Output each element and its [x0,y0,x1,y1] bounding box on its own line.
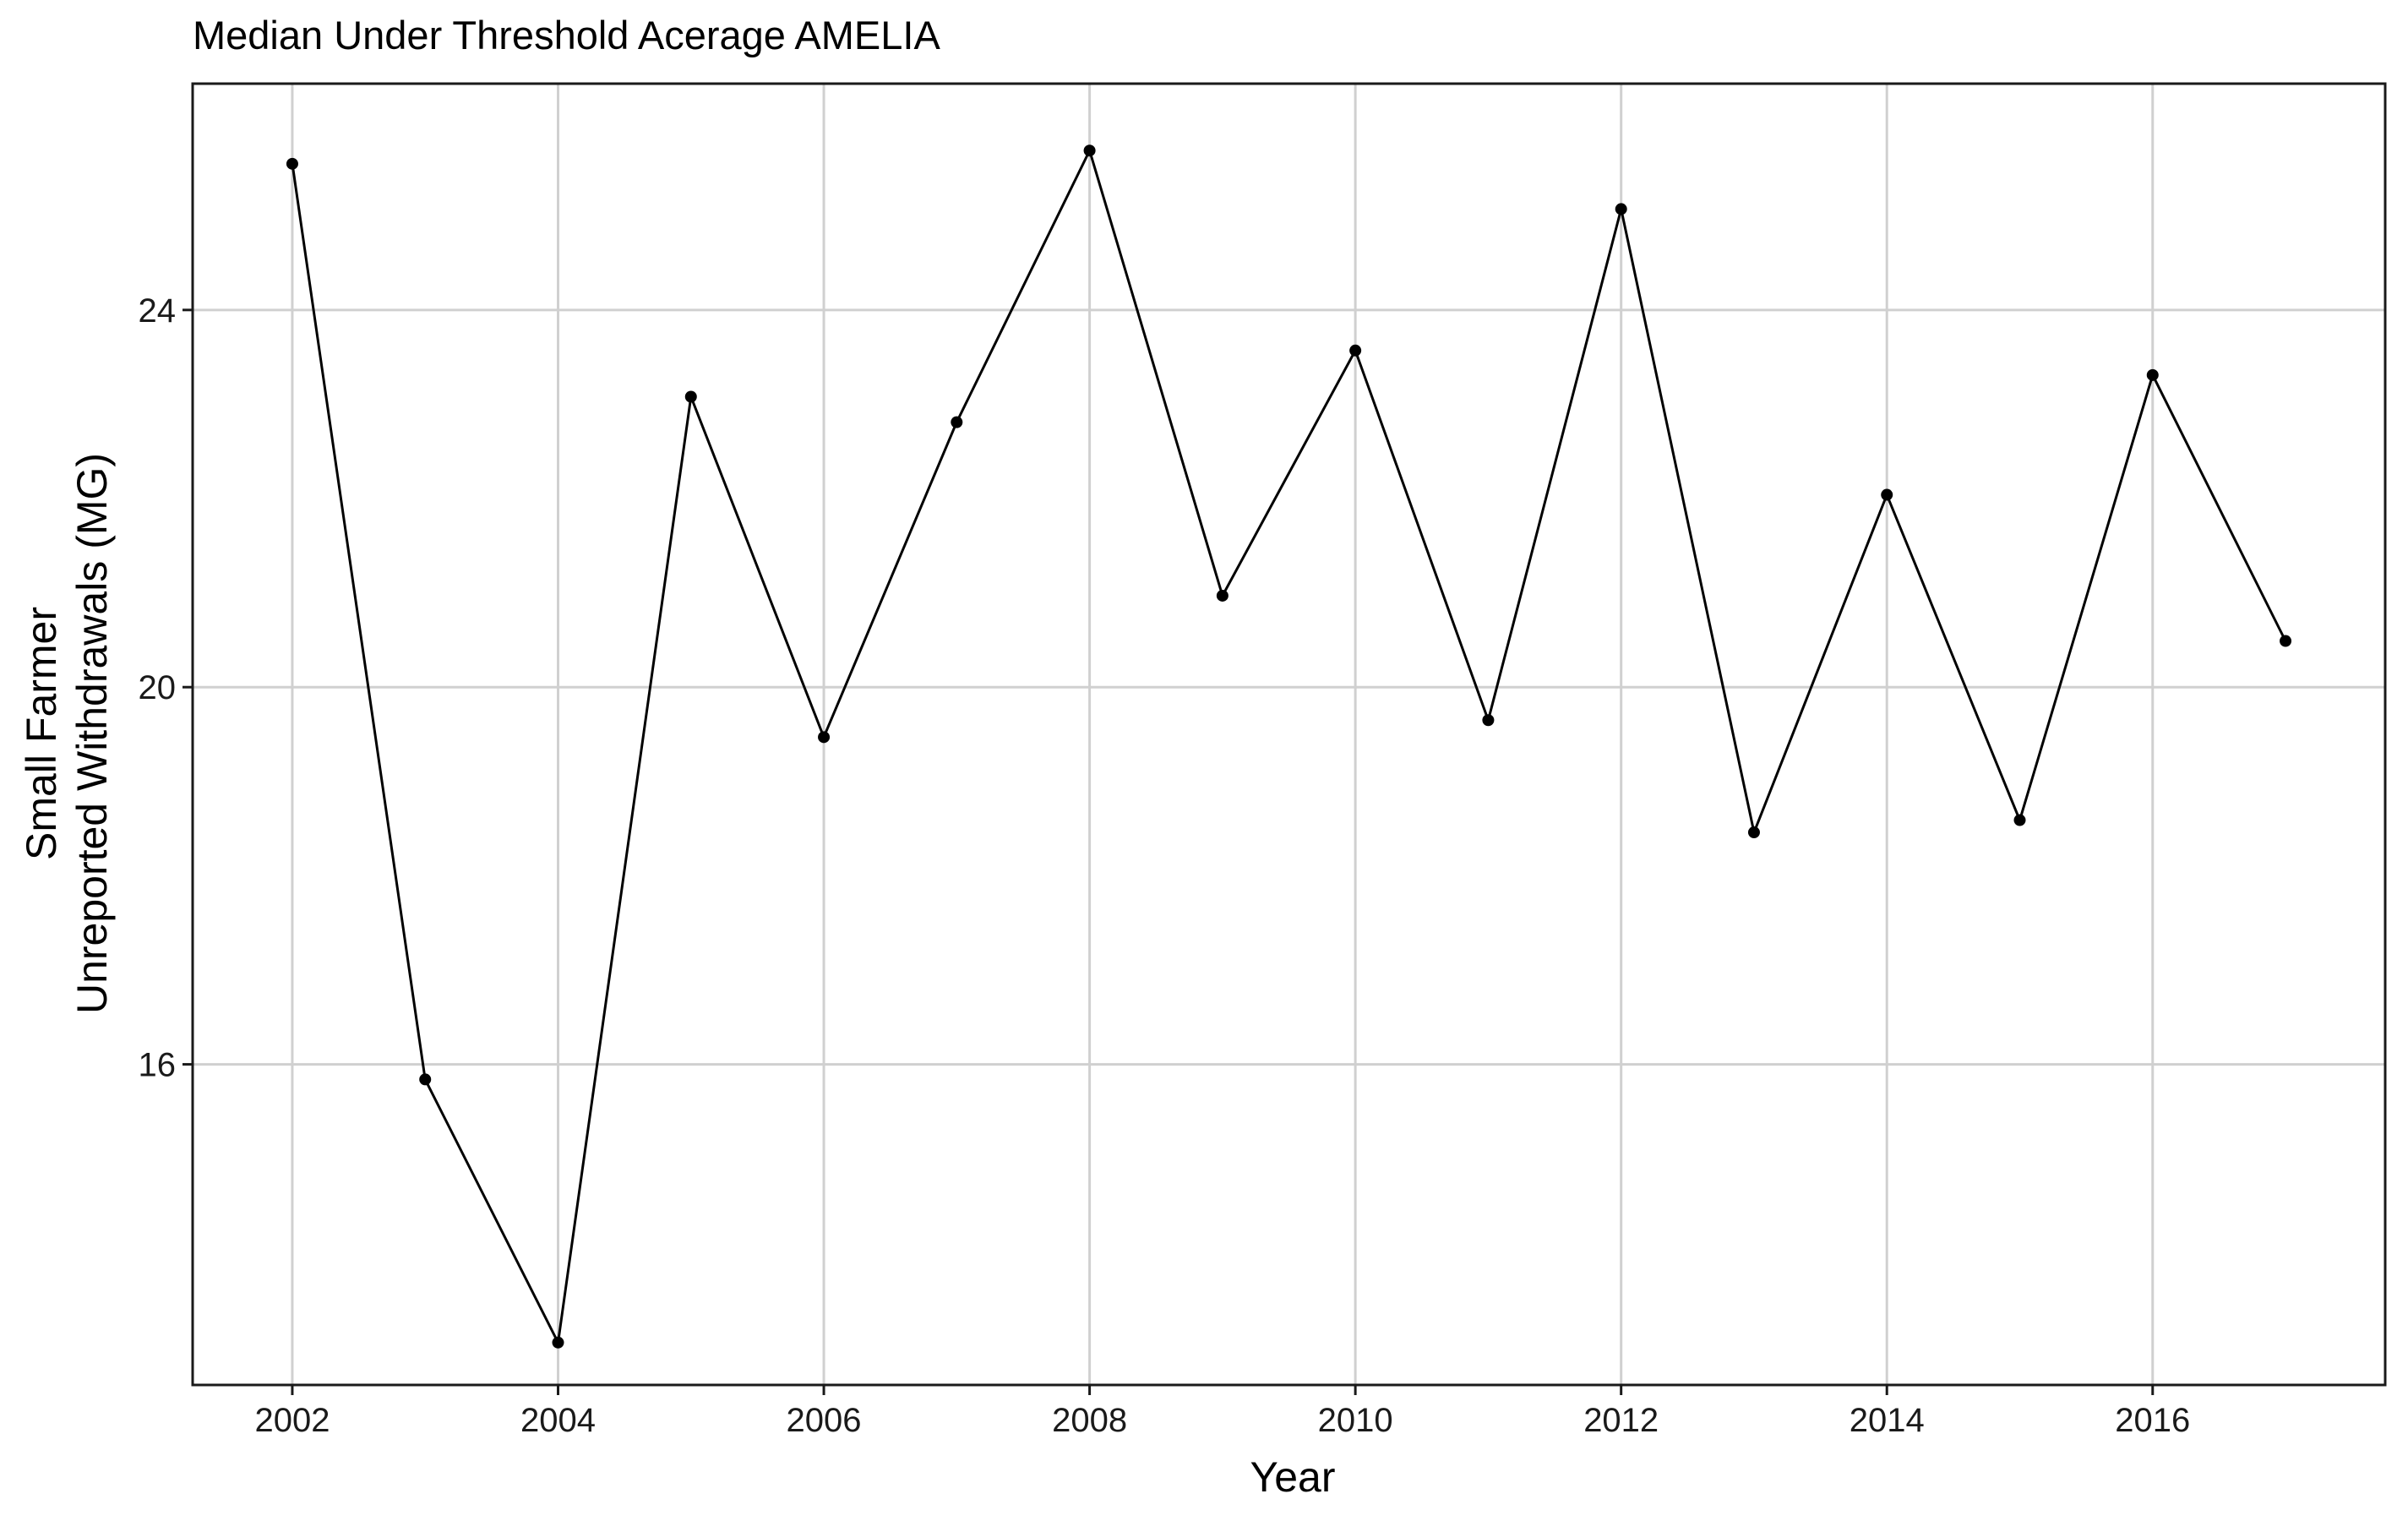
data-point [1482,714,1495,727]
y-axis-ticks: 16 20 24 [139,292,193,1084]
data-point [1747,826,1760,839]
y-tick-label: 16 [139,1047,177,1084]
y-gridlines [193,308,2385,1066]
data-point [2013,814,2026,826]
x-tick-label: 2006 [787,1402,862,1439]
data-point [951,416,963,428]
x-tick-label: 2012 [1583,1402,1659,1439]
series-line [291,147,2287,1347]
data-point [818,731,831,744]
x-tick-label: 2014 [1850,1402,1925,1439]
data-point [286,157,298,170]
data-series [286,144,2292,1349]
data-point [1083,144,1096,157]
data-point [552,1336,564,1349]
data-point [684,390,697,403]
y-axis-title-line-2: Unreported Withdrawals (MG) [68,453,116,1014]
y-tick-label: 20 [139,669,177,706]
data-point [419,1073,432,1086]
data-point [2280,635,2292,647]
data-point [1881,488,1893,501]
x-tick-label: 2004 [520,1402,596,1439]
plot-panel [191,82,2387,1387]
x-tick-label: 2002 [254,1402,330,1439]
data-point [1216,589,1229,602]
x-gridlines [291,84,2155,1385]
data-point [1349,344,1362,357]
x-tick-label: 2016 [2115,1402,2190,1439]
chart-title: Median Under Threshold Acerage AMELIA [193,13,940,57]
data-points [286,144,2292,1349]
data-point [2146,368,2159,381]
x-axis-ticks: 2002 2004 2006 2008 2010 2012 2014 2016 [254,1385,2190,1439]
y-tick-label: 24 [139,292,177,330]
x-tick-label: 2010 [1318,1402,1393,1439]
x-axis-title: Year [1250,1453,1335,1501]
x-tick-label: 2008 [1052,1402,1127,1439]
y-axis-title: Small Farmer Unreported Withdrawals (MG) [18,453,116,1014]
data-point [1615,203,1627,215]
y-axis-title-line-1: Small Farmer [18,607,65,860]
